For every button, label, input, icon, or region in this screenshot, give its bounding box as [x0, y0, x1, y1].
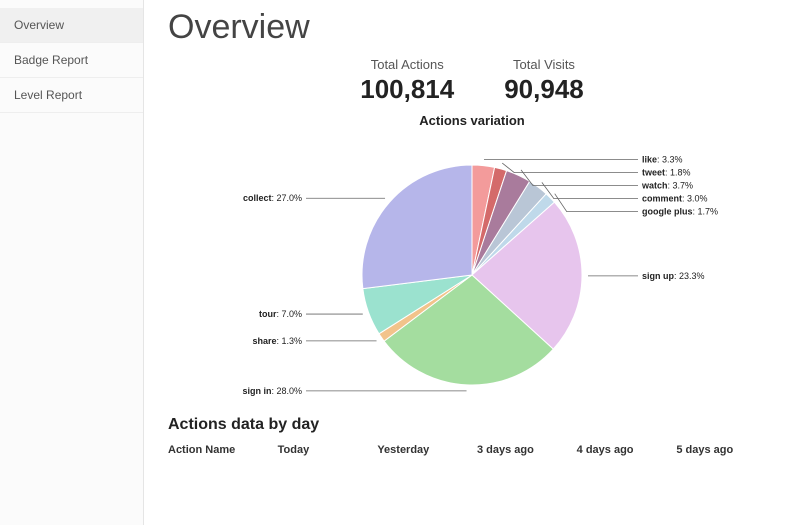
pie-slice-collect: [362, 165, 472, 289]
table-column-header: Yesterday: [377, 444, 477, 456]
pie-slice-label: share: 1.3%: [252, 336, 302, 346]
pie-slice-label: tweet: 1.8%: [642, 168, 691, 178]
pie-slice-label: tour: 7.0%: [259, 309, 302, 319]
stat-total-actions: Total Actions 100,814: [360, 57, 454, 105]
pie-leader-line: [502, 163, 638, 173]
sidebar-item-badge-report[interactable]: Badge Report: [0, 43, 143, 78]
table-column-header: 5 days ago: [676, 444, 776, 456]
table-section-title: Actions data by day: [168, 416, 776, 434]
table-column-header: 4 days ago: [577, 444, 677, 456]
sidebar: Overview Badge Report Level Report: [0, 0, 144, 525]
pie-chart: like: 3.3% tweet: 1.8% watch: 3.7% comment:…: [207, 130, 737, 410]
pie-leader-line: [555, 194, 638, 212]
main-content: Overview Total Actions 100,814 Total Vis…: [144, 0, 800, 525]
pie-slice-label: collect: 27.0%: [243, 193, 302, 203]
stat-label: Total Actions: [360, 57, 454, 72]
table-header-row: Action NameTodayYesterday3 days ago4 day…: [168, 444, 776, 456]
pie-slice-label: google plus: 1.7%: [642, 207, 718, 217]
pie-slice-label: watch: 3.7%: [641, 181, 693, 191]
table-column-header: 3 days ago: [477, 444, 577, 456]
stat-value: 90,948: [504, 74, 584, 105]
table-column-header: Today: [278, 444, 378, 456]
sidebar-item-level-report[interactable]: Level Report: [0, 78, 143, 113]
stats-row: Total Actions 100,814 Total Visits 90,94…: [168, 57, 776, 105]
pie-chart-container: like: 3.3% tweet: 1.8% watch: 3.7% comment:…: [168, 130, 776, 410]
stat-total-visits: Total Visits 90,948: [504, 57, 584, 105]
sidebar-item-overview[interactable]: Overview: [0, 8, 143, 43]
pie-slice-label: comment: 3.0%: [642, 194, 708, 204]
pie-slice-label: like: 3.3%: [642, 155, 683, 165]
pie-chart-title: Actions variation: [168, 113, 776, 128]
stat-label: Total Visits: [504, 57, 584, 72]
table-column-header: Action Name: [168, 444, 278, 456]
stat-value: 100,814: [360, 74, 454, 105]
pie-slice-label: sign up: 23.3%: [642, 271, 705, 281]
pie-slice-label: sign in: 28.0%: [242, 386, 302, 396]
page-title: Overview: [168, 8, 776, 47]
